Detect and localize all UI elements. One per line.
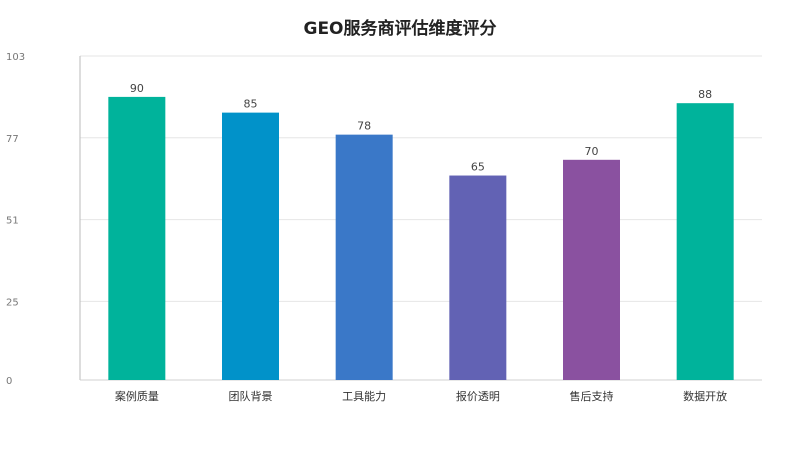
x-tick-label: 报价透明 [456, 389, 500, 403]
data-label: 88 [698, 88, 712, 101]
y-tick-label: 25 [6, 297, 19, 308]
data-label: 78 [357, 120, 371, 133]
bar [335, 134, 393, 380]
chart-title: GEO服务商评估维度评分 [303, 19, 497, 39]
data-label: 90 [130, 82, 144, 95]
data-label: 70 [585, 145, 599, 158]
x-tick-label: 数据开放 [683, 389, 727, 403]
data-label: 85 [244, 98, 258, 111]
x-tick-label: 工具能力 [342, 389, 386, 403]
bar [222, 112, 279, 380]
x-tick-label: 案例质量 [115, 389, 159, 403]
x-tick-label: 团队背景 [229, 389, 273, 403]
bar [676, 103, 734, 381]
x-tick-label: 售后支持 [570, 389, 614, 403]
y-tick-label: 77 [6, 134, 19, 145]
y-tick-label: 103 [6, 52, 25, 63]
y-tick-label: 0 [6, 376, 12, 387]
bar [449, 175, 507, 380]
y-tick-label: 51 [6, 216, 19, 227]
bar [108, 96, 166, 381]
data-label: 65 [471, 161, 485, 174]
bar [563, 159, 620, 380]
